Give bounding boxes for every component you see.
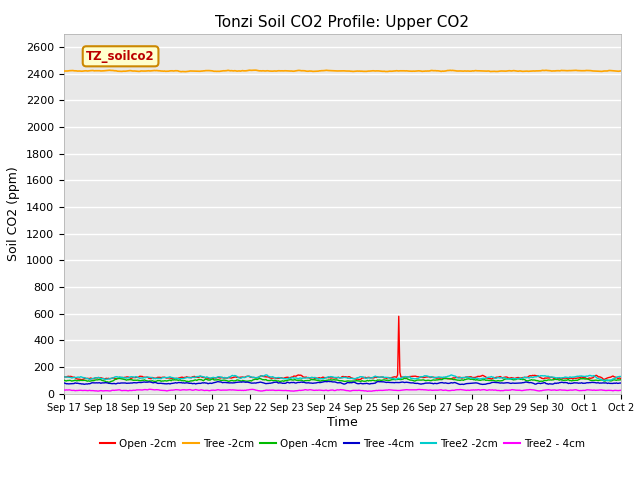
Y-axis label: Soil CO2 (ppm): Soil CO2 (ppm)	[8, 166, 20, 261]
X-axis label: Time: Time	[327, 416, 358, 429]
Text: TZ_soilco2: TZ_soilco2	[86, 50, 155, 63]
Legend: Open -2cm, Tree -2cm, Open -4cm, Tree -4cm, Tree2 -2cm, Tree2 - 4cm: Open -2cm, Tree -2cm, Open -4cm, Tree -4…	[95, 435, 589, 453]
Title: Tonzi Soil CO2 Profile: Upper CO2: Tonzi Soil CO2 Profile: Upper CO2	[216, 15, 469, 30]
